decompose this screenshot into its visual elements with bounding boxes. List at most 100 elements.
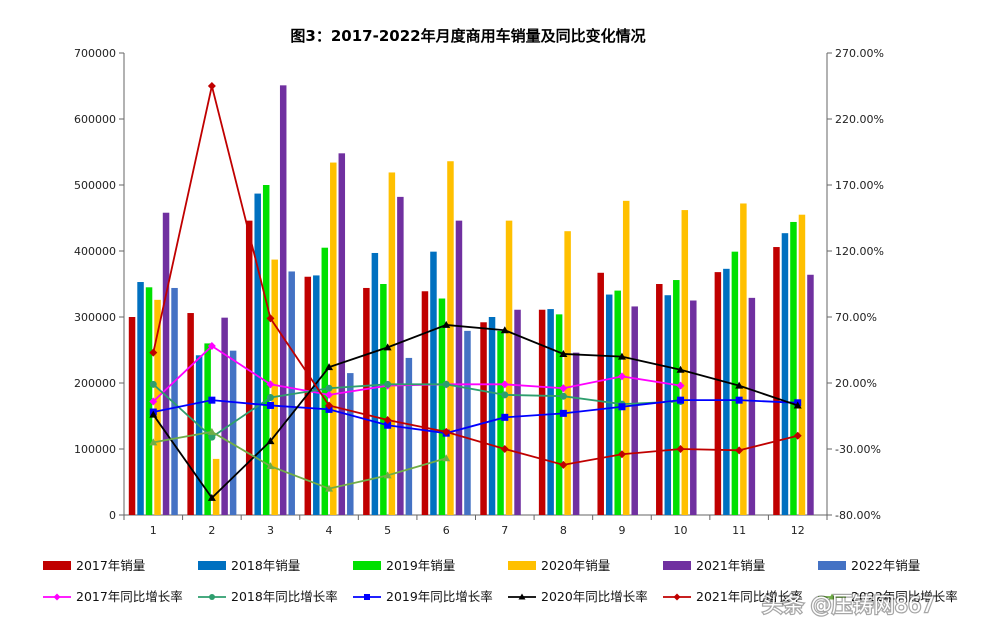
bar <box>145 287 153 515</box>
line-point <box>617 372 626 381</box>
bar <box>798 214 806 515</box>
line-point <box>266 380 275 389</box>
legend-label: 2022年同比增长率 <box>851 589 958 604</box>
bar <box>464 330 471 515</box>
bar <box>740 203 747 516</box>
bar <box>421 291 429 515</box>
legend-swatch <box>198 561 226 570</box>
line-point <box>442 427 451 436</box>
series-line <box>152 85 798 466</box>
bar <box>363 287 370 515</box>
bar <box>313 275 320 515</box>
bar <box>564 231 571 515</box>
legend-label: 2017年同比增长率 <box>76 589 183 604</box>
bar <box>279 85 287 515</box>
legend-label: 2022年销量 <box>851 558 920 573</box>
bar <box>605 294 613 515</box>
line-point <box>676 365 685 373</box>
legend-label: 2018年同比增长率 <box>231 589 338 604</box>
legend-swatch <box>353 561 381 570</box>
x-tick-label: 2 <box>208 524 215 537</box>
line-point <box>383 471 392 479</box>
line-point <box>383 343 392 351</box>
x-tick-label: 6 <box>443 524 450 537</box>
y-right-tick-label: 120.00% <box>835 245 884 258</box>
legend-swatch <box>818 561 846 570</box>
bar <box>154 299 161 515</box>
legend: 2017年销量 2018年销量 2019年销量 2020年销量 2021年销量 2022年… <box>43 558 958 604</box>
bar <box>254 193 261 515</box>
bar <box>262 185 270 515</box>
bar <box>438 298 446 515</box>
series-line <box>153 430 447 490</box>
line-point <box>266 401 274 409</box>
watermark-text: 头条 @压铸网867 <box>762 593 935 617</box>
line-point <box>325 401 334 410</box>
bar <box>807 274 814 515</box>
legend-label: 2020年销量 <box>541 558 610 573</box>
line-point <box>735 381 744 389</box>
line-point <box>325 390 334 399</box>
x-tick-label: 1 <box>150 524 157 537</box>
y-right-tick-label: 220.00% <box>835 113 884 126</box>
y-right-tick-label: 70.00% <box>835 311 877 324</box>
bar <box>514 309 521 515</box>
x-tick-label: 3 <box>267 524 274 537</box>
y-left-tick-label: 300000 <box>74 311 116 324</box>
axes: 0 100000 200000 300000 400000 500000 600000 700… <box>74 47 884 537</box>
bar <box>321 247 329 515</box>
series-line <box>152 383 681 439</box>
bar <box>330 162 337 515</box>
line-point <box>383 415 392 424</box>
y-left-tick-label: 600000 <box>74 113 116 126</box>
x-tick-label: 5 <box>384 524 391 537</box>
line-point <box>207 493 216 501</box>
line-point <box>364 594 370 600</box>
line-point <box>266 462 275 470</box>
line-point <box>677 396 685 404</box>
line-point <box>53 593 61 601</box>
bar <box>380 284 387 515</box>
bar <box>187 313 194 515</box>
bar <box>488 317 496 515</box>
line-point <box>207 342 216 351</box>
bar <box>723 268 730 515</box>
bar <box>162 212 170 515</box>
line-point <box>149 410 158 418</box>
x-tick-label: 7 <box>501 524 508 537</box>
y-right-tick-label: 270.00% <box>835 47 884 60</box>
x-tick-label: 10 <box>674 524 688 537</box>
line-point <box>442 454 451 462</box>
line-point <box>735 396 743 404</box>
y-right-tick-label: 20.00% <box>835 377 877 390</box>
y-left-tick-label: 400000 <box>74 245 116 258</box>
line-point <box>149 438 158 446</box>
bar <box>405 357 413 515</box>
line-point <box>384 421 392 429</box>
line-point <box>208 433 216 441</box>
bar <box>681 210 689 515</box>
x-tick-label: 4 <box>326 524 333 537</box>
line-point <box>673 593 681 601</box>
bar <box>572 352 580 515</box>
y-right-tick-label: -30.00% <box>835 443 881 456</box>
y-left-tick-label: 500000 <box>74 179 116 192</box>
x-tick-label: 11 <box>732 524 746 537</box>
y-left-tick-label: 0 <box>109 509 116 522</box>
line-point <box>828 593 836 600</box>
bar <box>221 317 228 515</box>
line-point <box>617 450 626 459</box>
y-right-tick-label: -80.00% <box>835 509 881 522</box>
legend-swatch <box>663 561 691 570</box>
bar <box>245 220 253 515</box>
line-point <box>559 460 568 469</box>
bar <box>673 280 680 515</box>
line-point <box>149 348 158 357</box>
y-left-tick-label: 700000 <box>74 47 116 60</box>
line-point <box>518 593 526 600</box>
line-point <box>325 484 334 492</box>
bar <box>371 252 379 516</box>
bar <box>171 287 178 515</box>
watermark: 头条 @压铸网867 <box>761 592 936 619</box>
